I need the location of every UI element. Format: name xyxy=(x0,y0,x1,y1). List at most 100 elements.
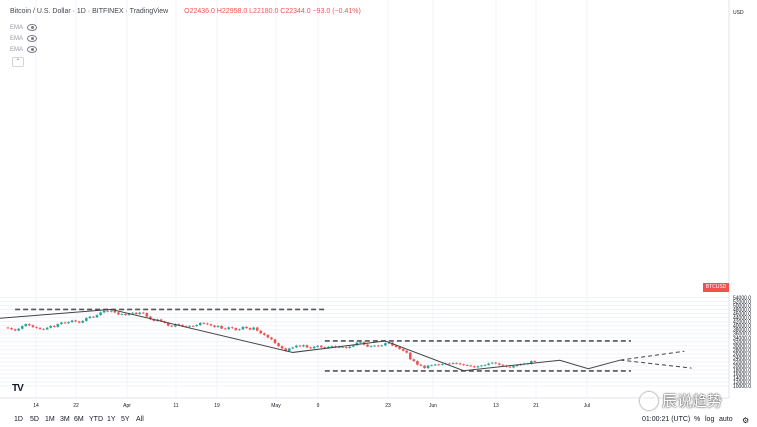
candle-body xyxy=(252,327,255,330)
candle xyxy=(234,327,238,331)
candle-body xyxy=(487,363,490,365)
candle xyxy=(408,351,412,361)
chevron-up-icon: ⌃ xyxy=(15,59,21,65)
candle xyxy=(245,326,248,329)
candle xyxy=(6,326,10,329)
price-tick-label: 34000.0 xyxy=(733,336,751,342)
candle xyxy=(273,338,277,344)
candle-body xyxy=(412,359,416,362)
candle-body xyxy=(323,347,327,349)
candle xyxy=(305,344,309,349)
log-scale-toggle[interactable]: log xyxy=(705,416,715,423)
percent-scale-toggle[interactable]: % xyxy=(694,416,701,423)
time-tick-label: May xyxy=(271,403,281,409)
candle-body xyxy=(17,328,20,331)
period-button-1m[interactable]: 1M xyxy=(45,416,55,423)
candle xyxy=(67,321,70,325)
candle-body xyxy=(213,325,216,327)
candle xyxy=(462,363,465,366)
candle xyxy=(298,344,302,348)
candle xyxy=(20,325,24,330)
indicator-ema-1[interactable]: EMA xyxy=(10,24,38,31)
candle xyxy=(52,325,56,328)
candle-body xyxy=(124,314,127,316)
period-button-ytd[interactable]: YTD xyxy=(89,416,103,423)
candle-body xyxy=(291,347,295,349)
indicator-label: EMA xyxy=(10,35,24,42)
time-tick-label: 23 xyxy=(385,403,391,409)
period-button-all[interactable]: All xyxy=(136,416,144,423)
eye-icon[interactable] xyxy=(27,24,38,31)
candle-body xyxy=(337,347,341,348)
candle-body xyxy=(476,366,480,368)
candle xyxy=(270,336,273,341)
candle-body xyxy=(416,361,419,365)
candle xyxy=(490,361,494,365)
candle xyxy=(530,360,533,365)
candle-body xyxy=(28,324,31,326)
candle xyxy=(95,314,99,319)
candle-body xyxy=(515,365,519,367)
candle xyxy=(426,364,430,369)
candle xyxy=(38,327,42,330)
candle xyxy=(138,311,142,315)
candle xyxy=(17,327,20,332)
auto-scale-toggle[interactable]: auto xyxy=(719,416,733,423)
gear-icon[interactable]: ⚙ xyxy=(742,416,750,425)
candle xyxy=(120,313,124,316)
candle-body xyxy=(20,326,24,329)
candle-body xyxy=(298,345,302,347)
candle-body xyxy=(177,324,181,325)
symbol-legend[interactable]: Bitcoin / U.S. Dollar · 1D · BITFINEX · … xyxy=(10,8,361,15)
candle-body xyxy=(216,325,220,327)
candle xyxy=(416,360,419,366)
candle-body xyxy=(152,319,156,321)
candle-body xyxy=(49,325,53,328)
candle-body xyxy=(92,316,95,318)
zigzag-trendlines xyxy=(0,308,692,372)
projection-line xyxy=(620,350,685,361)
candle-body xyxy=(408,352,412,360)
candle xyxy=(209,323,213,327)
collapse-legend-button[interactable]: ⌃ xyxy=(12,57,24,67)
candle-body xyxy=(376,345,380,347)
candle xyxy=(195,324,198,327)
indicator-ema-2[interactable]: EMA xyxy=(10,35,38,42)
period-button-6m[interactable]: 6M xyxy=(74,416,84,423)
candle-body xyxy=(181,324,184,327)
candle-body xyxy=(327,346,330,349)
candle-body xyxy=(60,322,63,325)
candle-body xyxy=(423,365,426,369)
tradingview-logo-icon[interactable]: TV xyxy=(12,383,24,394)
eye-icon[interactable] xyxy=(27,46,38,53)
candle xyxy=(348,345,352,349)
price-tick-label: 24000.0 xyxy=(733,356,751,362)
candle xyxy=(380,344,384,347)
candle-body xyxy=(42,328,45,330)
utc-clock[interactable]: 01:00:21 (UTC) xyxy=(642,416,691,423)
candle xyxy=(448,362,451,365)
candle-body xyxy=(394,345,398,348)
candle-body xyxy=(88,316,92,319)
candle-body xyxy=(501,364,505,366)
candle-body xyxy=(401,349,405,351)
candle-body xyxy=(490,362,494,364)
candle-body xyxy=(441,364,444,365)
candle-body xyxy=(184,326,188,327)
candle xyxy=(152,318,156,322)
period-button-5y[interactable]: 5Y xyxy=(121,416,130,423)
candle xyxy=(99,311,102,316)
price-tick-label: 12000.0 xyxy=(733,380,751,386)
eye-icon[interactable] xyxy=(27,35,38,42)
candle-body xyxy=(6,327,10,329)
candle xyxy=(28,323,31,327)
candle-body xyxy=(174,324,177,327)
candle xyxy=(280,345,284,350)
period-button-5d[interactable]: 5D xyxy=(30,416,39,423)
period-button-1d[interactable]: 1D xyxy=(14,416,23,423)
indicator-ema-3[interactable]: EMA xyxy=(10,46,38,53)
period-button-1y[interactable]: 1Y xyxy=(107,416,116,423)
period-button-3m[interactable]: 3M xyxy=(60,416,70,423)
candle-body xyxy=(380,345,384,347)
